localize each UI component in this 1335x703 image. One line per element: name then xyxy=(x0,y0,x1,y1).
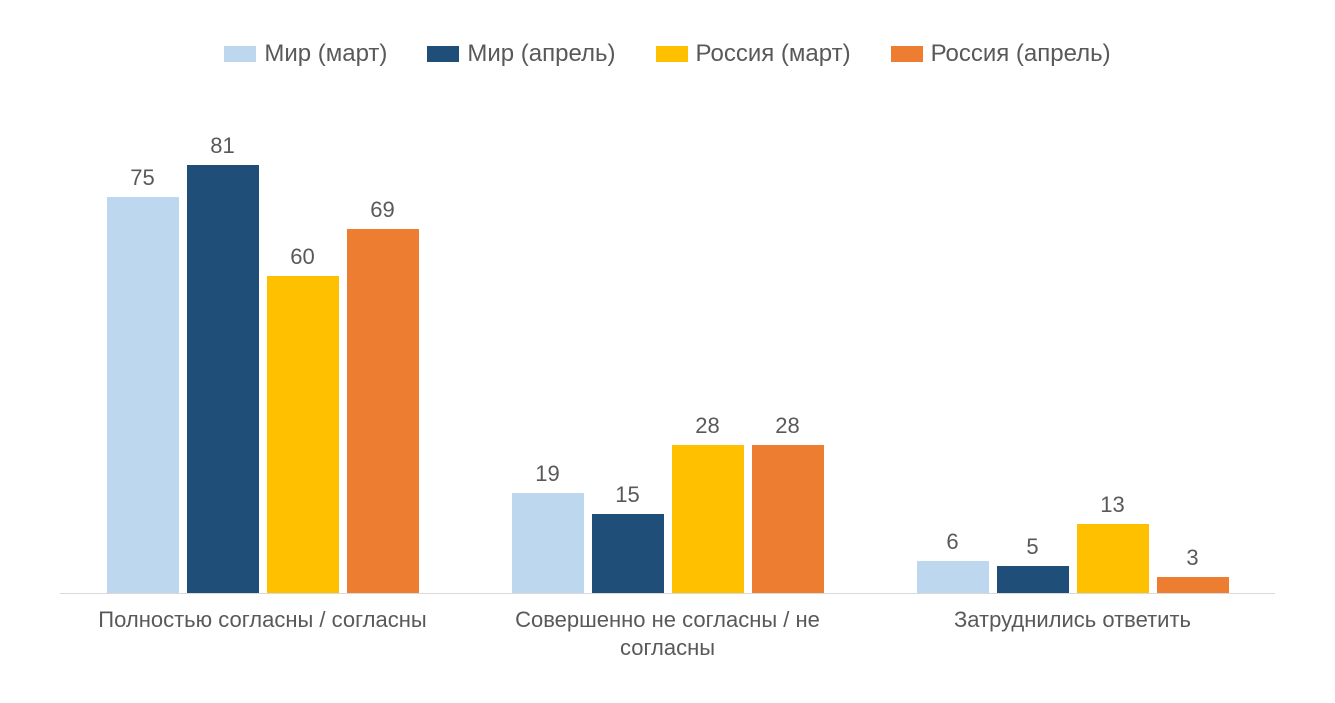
bar-wrapper: 28 xyxy=(672,118,744,593)
bar xyxy=(752,445,824,593)
bar xyxy=(267,276,339,593)
legend-label: Россия (апрель) xyxy=(931,40,1111,68)
bar-wrapper: 75 xyxy=(107,118,179,593)
bar-value-label: 19 xyxy=(535,461,559,487)
bar-wrapper: 81 xyxy=(187,118,259,593)
bar-wrapper: 13 xyxy=(1077,118,1149,593)
bar-group: 75 81 60 69 xyxy=(60,118,465,593)
legend-swatch xyxy=(427,46,459,62)
bar-wrapper: 3 xyxy=(1157,118,1229,593)
legend: Мир (март) Мир (апрель) Россия (март) Росси… xyxy=(60,40,1275,68)
bar xyxy=(1157,577,1229,593)
bar-value-label: 69 xyxy=(370,197,394,223)
bar-wrapper: 6 xyxy=(917,118,989,593)
bar-value-label: 6 xyxy=(946,529,958,555)
bar-value-label: 3 xyxy=(1186,545,1198,571)
bar xyxy=(997,566,1069,592)
bar-group: 6 5 13 3 xyxy=(870,118,1275,593)
bar-value-label: 60 xyxy=(290,244,314,270)
bar xyxy=(1077,524,1149,593)
legend-swatch xyxy=(656,46,688,62)
bar-groups: 75 81 60 69 19 15 28 28 6 5 13 3 xyxy=(60,118,1275,593)
plot-area: 75 81 60 69 19 15 28 28 6 5 13 3 xyxy=(60,118,1275,594)
x-axis-label: Затруднились ответить xyxy=(870,606,1275,663)
legend-label: Мир (март) xyxy=(264,40,387,68)
bar xyxy=(187,165,259,592)
legend-label: Россия (март) xyxy=(696,40,851,68)
x-axis: Полностью согласны / согласныСовершенно … xyxy=(60,606,1275,663)
bar xyxy=(672,445,744,593)
bar-value-label: 15 xyxy=(615,482,639,508)
bar xyxy=(917,561,989,593)
bar xyxy=(512,493,584,593)
bar-wrapper: 15 xyxy=(592,118,664,593)
bar-wrapper: 19 xyxy=(512,118,584,593)
legend-label: Мир (апрель) xyxy=(467,40,615,68)
legend-item: Россия (апрель) xyxy=(891,40,1111,68)
bar-value-label: 5 xyxy=(1026,534,1038,560)
bar xyxy=(592,514,664,593)
bar xyxy=(347,229,419,593)
bar-wrapper: 69 xyxy=(347,118,419,593)
bar-value-label: 75 xyxy=(130,165,154,191)
chart-container: Мир (март) Мир (апрель) Россия (март) Росси… xyxy=(0,0,1335,703)
legend-swatch xyxy=(891,46,923,62)
x-axis-label: Совершенно не согласны / не согласны xyxy=(465,606,870,663)
bar-value-label: 28 xyxy=(775,413,799,439)
bar-wrapper: 28 xyxy=(752,118,824,593)
bar-value-label: 81 xyxy=(210,133,234,159)
bar xyxy=(107,197,179,593)
bar-wrapper: 60 xyxy=(267,118,339,593)
bar-group: 19 15 28 28 xyxy=(465,118,870,593)
legend-item: Мир (апрель) xyxy=(427,40,615,68)
x-axis-label: Полностью согласны / согласны xyxy=(60,606,465,663)
bar-value-label: 28 xyxy=(695,413,719,439)
bar-value-label: 13 xyxy=(1100,492,1124,518)
legend-item: Мир (март) xyxy=(224,40,387,68)
legend-swatch xyxy=(224,46,256,62)
bar-wrapper: 5 xyxy=(997,118,1069,593)
legend-item: Россия (март) xyxy=(656,40,851,68)
